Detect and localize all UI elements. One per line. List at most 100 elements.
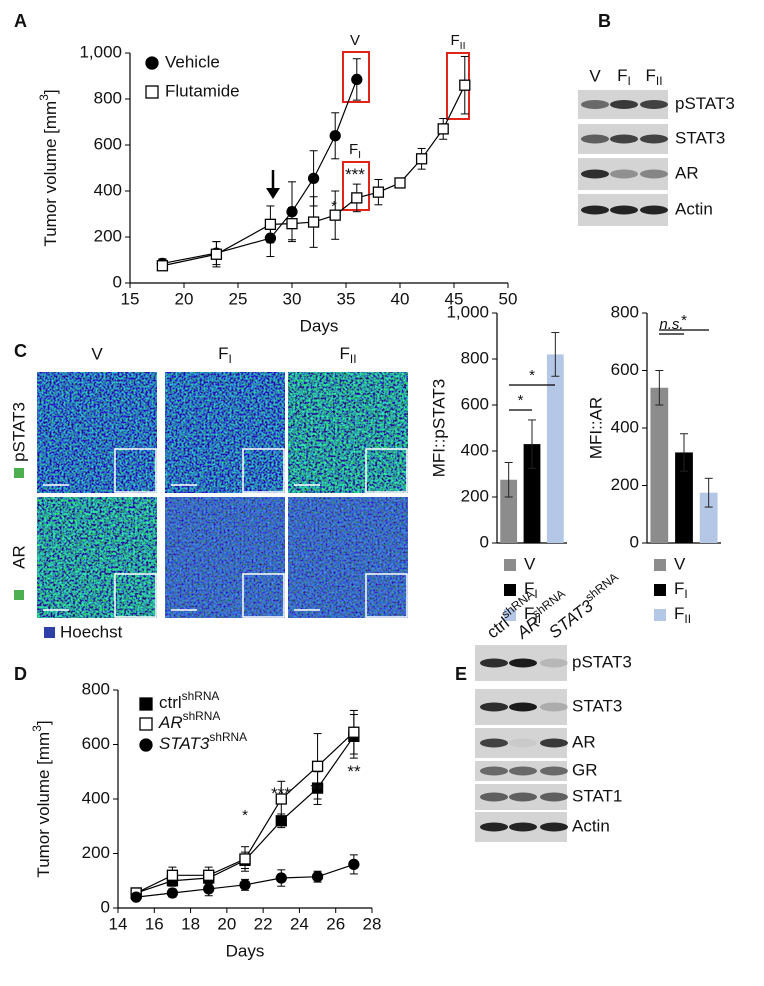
point: [203, 883, 215, 895]
x-tick-label: 15: [121, 289, 140, 308]
annotation-part: F: [349, 141, 358, 158]
stain-swatch: [14, 590, 24, 600]
treatment-arrow-head: [266, 188, 280, 199]
blot-band: [581, 205, 609, 215]
bar: [650, 387, 669, 543]
point: [415, 153, 428, 165]
legend-label: V: [674, 554, 686, 573]
micrograph-inset: [365, 573, 408, 618]
bar: [500, 479, 518, 543]
y-axis-label: Tumor volume [mm3]: [37, 89, 60, 246]
y-tick-label: 400: [94, 180, 122, 199]
y-tick-label: 400: [82, 788, 110, 807]
point: [372, 186, 385, 198]
significance-label: *: [518, 392, 524, 409]
annotation-part: F: [450, 32, 459, 49]
x-tick-label: 20: [175, 289, 194, 308]
legend-label: Vehicle: [165, 52, 220, 71]
micrograph-inset: [114, 448, 157, 493]
bar: [546, 354, 564, 543]
highlight-box: [342, 161, 370, 211]
x-tick-label: 18: [181, 914, 200, 933]
blot-band: [610, 205, 638, 215]
point: [239, 879, 251, 891]
point: [459, 79, 471, 91]
y-axis-label-part: ]: [34, 720, 53, 725]
point: [307, 216, 320, 228]
bar: [675, 452, 693, 543]
point: [311, 782, 324, 794]
x-axis-label: Days: [300, 316, 339, 335]
y-tick-label: 0: [480, 532, 489, 551]
y-tick-label: 800: [94, 88, 122, 107]
blot-band: [509, 792, 537, 802]
point: [394, 177, 406, 189]
micrograph-inset: [242, 448, 285, 493]
micrograph-row-label: pSTAT3: [9, 402, 28, 462]
x-tick-label: 16: [145, 914, 164, 933]
blot-band: [480, 702, 508, 712]
x-tick-label: 24: [290, 914, 309, 933]
blot-band: [640, 169, 668, 179]
y-axis-label-part: 3: [30, 725, 44, 732]
point: [264, 218, 277, 231]
y-tick-label: 800: [82, 679, 110, 698]
legend-marker: [139, 738, 153, 752]
micrograph-column-label-part: II: [350, 352, 357, 366]
annotation: **: [310, 780, 324, 799]
blot-band: [540, 766, 568, 776]
point: [275, 872, 287, 884]
blot-band: [480, 738, 508, 748]
micrograph-column-label-part: F: [340, 344, 350, 363]
y-tick-label: 1,000: [446, 302, 489, 321]
y-tick-label: 0: [101, 897, 110, 916]
point: [239, 853, 251, 865]
x-tick-label: 22: [254, 914, 273, 933]
point: [348, 726, 360, 738]
bar: [699, 492, 718, 543]
annotation-part: II: [460, 40, 466, 52]
point: [264, 232, 277, 244]
point: [286, 206, 298, 218]
blot-lane-label-part: shRNA: [583, 570, 621, 604]
legend-label: STAT3shRNA: [159, 730, 247, 753]
legend-label-part: ctrl: [159, 693, 182, 712]
blot-band: [480, 792, 508, 802]
y-axis-label-part: 3: [37, 94, 51, 101]
annotation-part: **: [347, 762, 361, 781]
annotation-part: ***: [345, 165, 365, 184]
blot-band: [480, 658, 508, 668]
point: [130, 891, 142, 903]
y-tick-label: 200: [461, 486, 489, 505]
blot-row-label: Actin: [572, 816, 610, 835]
point: [437, 123, 449, 135]
blot-band: [540, 702, 568, 712]
y-tick-label: 1,000: [79, 42, 122, 61]
bar: [523, 444, 541, 543]
point: [166, 887, 179, 899]
micrograph-column-label: FII: [340, 344, 357, 366]
blot-band: [640, 134, 668, 144]
point: [210, 248, 223, 260]
blot-lane-label-part: I: [628, 74, 631, 88]
micrograph-texture: [288, 497, 408, 618]
annotation: *: [331, 198, 337, 215]
annotation: **: [347, 762, 361, 781]
significance-label: *: [529, 367, 535, 384]
blot-band: [581, 100, 609, 109]
blot-lane-label: FI: [617, 66, 631, 88]
panel-letter: A: [14, 11, 27, 31]
blot-band: [540, 822, 568, 832]
micrograph-column-label: V: [91, 344, 103, 363]
legend-label-part: shRNA: [182, 689, 220, 703]
micrograph-texture: [288, 372, 408, 493]
y-tick-label: 600: [94, 134, 122, 153]
point: [286, 218, 298, 230]
y-tick-label: 600: [611, 360, 639, 379]
blot-band: [540, 738, 568, 748]
blot-band: [610, 100, 638, 109]
annotation-part: I: [358, 149, 361, 161]
micrograph-inset: [114, 573, 157, 618]
legend-label-part: F: [524, 604, 534, 623]
